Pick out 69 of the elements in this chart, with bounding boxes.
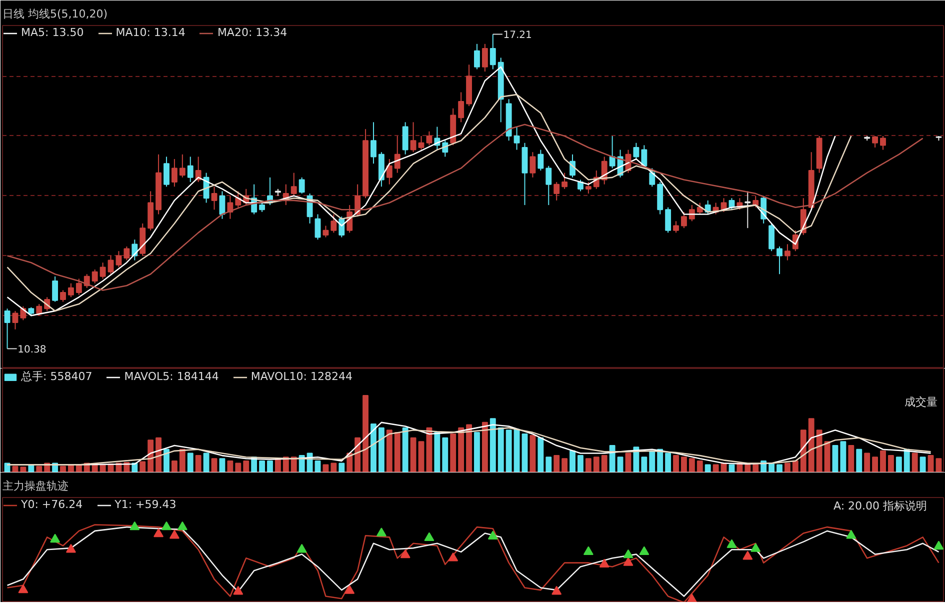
candlestick bbox=[60, 290, 66, 302]
candlestick bbox=[880, 135, 886, 150]
candlestick bbox=[386, 158, 392, 185]
candlestick bbox=[776, 246, 782, 275]
candlestick bbox=[418, 135, 424, 150]
candlestick bbox=[20, 306, 26, 321]
candlestick bbox=[530, 152, 536, 178]
candlestick bbox=[609, 135, 616, 169]
candlestick bbox=[76, 278, 82, 296]
candlestick bbox=[314, 214, 321, 240]
chart-title: 主力操盘轨迹 bbox=[2, 480, 68, 492]
legend-label: Y0: +76.24 bbox=[21, 498, 83, 511]
candlestick bbox=[394, 135, 400, 174]
candlestick bbox=[124, 246, 130, 261]
candlestick bbox=[298, 176, 305, 194]
candlestick bbox=[410, 122, 416, 153]
legend-label: MAVOL10: 128244 bbox=[250, 370, 352, 383]
candlestick bbox=[4, 308, 10, 350]
legend-label: MA10: 13.14 bbox=[116, 26, 186, 39]
candlestick bbox=[562, 172, 568, 190]
annotation: 成交量 bbox=[904, 396, 938, 408]
candlestick bbox=[211, 186, 218, 210]
candlestick bbox=[116, 250, 122, 268]
candlestick bbox=[179, 154, 186, 178]
candlestick bbox=[370, 122, 376, 164]
candlestick bbox=[290, 172, 297, 196]
candlestick bbox=[482, 43, 488, 72]
text: A: 20.00 指标说明 bbox=[833, 500, 928, 512]
candlestick bbox=[330, 214, 337, 234]
candlestick bbox=[100, 262, 106, 280]
candlestick bbox=[665, 206, 672, 234]
candlestick bbox=[872, 135, 878, 148]
candlestick bbox=[641, 144, 648, 169]
candlestick bbox=[744, 190, 751, 229]
candlestick bbox=[12, 310, 18, 330]
candlestick bbox=[259, 202, 265, 212]
candlestick bbox=[546, 165, 552, 206]
candlestick bbox=[768, 222, 775, 252]
candlestick bbox=[514, 126, 520, 150]
legend-label: MA20: 13.34 bbox=[217, 26, 288, 39]
candlestick bbox=[633, 142, 640, 160]
candlestick bbox=[164, 156, 170, 188]
annotation: 10.38 bbox=[18, 344, 46, 356]
candlestick bbox=[538, 149, 544, 172]
legend-label: 总手: 558407 bbox=[21, 369, 92, 384]
candlestick bbox=[322, 225, 329, 238]
candlestick bbox=[402, 122, 408, 155]
candlestick bbox=[474, 43, 480, 70]
annotation: 17.21 bbox=[503, 30, 532, 42]
candlestick bbox=[649, 168, 656, 188]
legend-label: MAVOL5: 184144 bbox=[124, 370, 219, 383]
candlestick bbox=[68, 282, 74, 298]
candlestick bbox=[235, 190, 242, 208]
candlestick bbox=[490, 34, 496, 70]
candlestick bbox=[673, 220, 679, 234]
candlestick bbox=[458, 92, 464, 123]
candlestick bbox=[585, 182, 592, 194]
candlestick bbox=[187, 156, 194, 183]
candlestick bbox=[52, 276, 58, 302]
candlestick bbox=[681, 211, 687, 229]
candlestick bbox=[36, 304, 42, 316]
candlestick bbox=[108, 255, 114, 275]
chart-title: 日线 均线5(5,10,20) bbox=[2, 8, 108, 20]
legend-label: MA5: 13.50 bbox=[21, 26, 84, 39]
candlestick bbox=[426, 130, 432, 146]
candlestick bbox=[784, 244, 790, 261]
candlestick bbox=[171, 158, 178, 188]
legend-label: Y1: +59.43 bbox=[114, 498, 176, 511]
candlestick bbox=[554, 182, 560, 201]
